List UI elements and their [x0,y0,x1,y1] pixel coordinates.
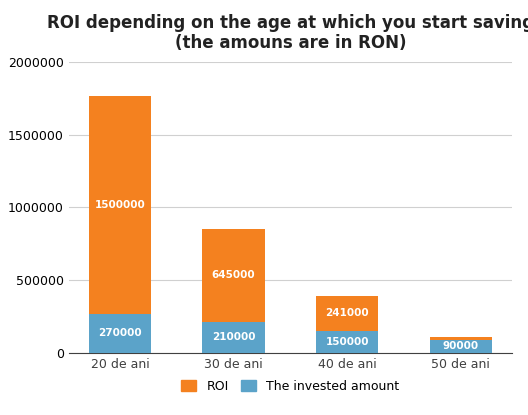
Title: ROI depending on the age at which you start saving
(the amouns are in RON): ROI depending on the age at which you st… [47,14,528,52]
Bar [89,314,151,353]
Text: 210000: 210000 [212,332,256,342]
Text: 90000: 90000 [442,341,479,351]
Bar [316,331,379,353]
Bar [202,322,265,353]
Text: 1500000: 1500000 [95,200,145,210]
Bar [316,296,379,331]
Legend: ROI, The invested amount: ROI, The invested amount [182,380,399,393]
Text: 645000: 645000 [212,271,256,281]
Bar [430,339,492,353]
Bar [202,229,265,322]
Text: 241000: 241000 [325,308,369,318]
Text: 150000: 150000 [325,337,369,347]
Text: 270000: 270000 [98,328,142,338]
Bar [430,337,492,339]
Bar [89,95,151,314]
